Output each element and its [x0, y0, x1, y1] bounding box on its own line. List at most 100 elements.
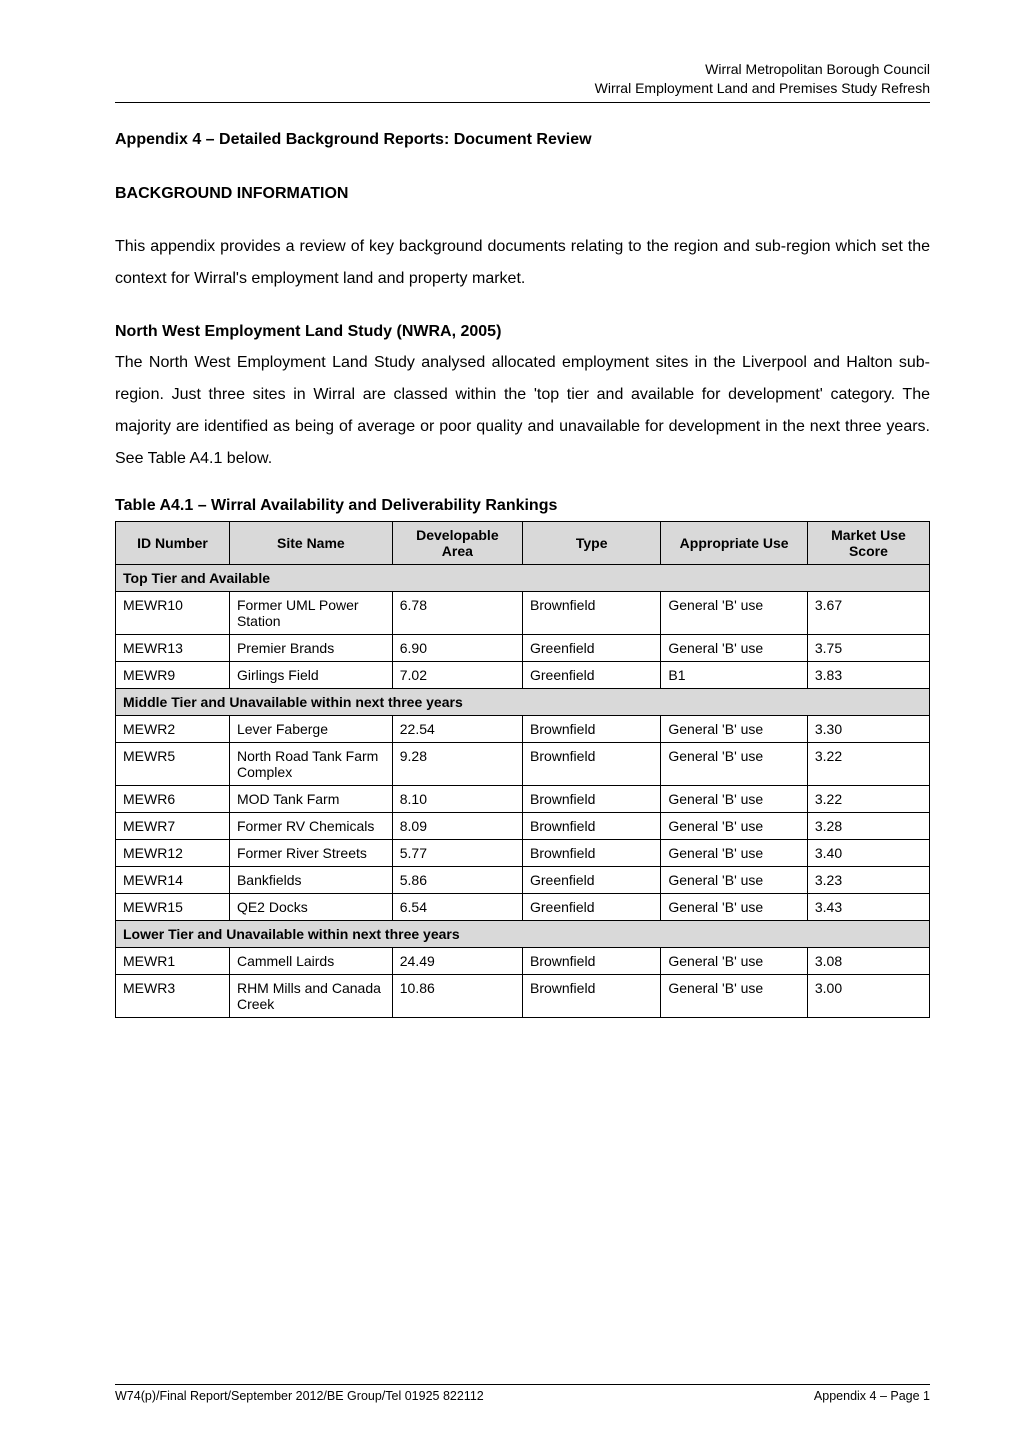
cell-type: Brownfield — [522, 947, 660, 974]
cell-mkt: 3.22 — [807, 742, 929, 785]
header-line-2: Wirral Employment Land and Premises Stud… — [115, 79, 930, 98]
cell-site: Former River Streets — [229, 839, 392, 866]
cell-site: MOD Tank Farm — [229, 785, 392, 812]
table-section-header: Top Tier and Available — [116, 564, 930, 591]
cell-type: Greenfield — [522, 866, 660, 893]
cell-dev: 9.28 — [392, 742, 522, 785]
table-caption: Table A4.1 – Wirral Availability and Del… — [115, 497, 930, 515]
cell-site: Former UML Power Station — [229, 591, 392, 634]
nw-study-paragraph: The North West Employment Land Study ana… — [115, 347, 930, 475]
page: Wirral Metropolitan Borough Council Wirr… — [0, 0, 1020, 1443]
nw-study-heading: North West Employment Land Study (NWRA, … — [115, 323, 930, 341]
footer-rule — [115, 1384, 930, 1385]
table-row: MEWR5 North Road Tank Farm Complex 9.28 … — [116, 742, 930, 785]
cell-type: Brownfield — [522, 715, 660, 742]
cell-app: B1 — [661, 661, 808, 688]
col-header-site: Site Name — [229, 521, 392, 564]
table-row: MEWR7 Former RV Chemicals 8.09 Brownfiel… — [116, 812, 930, 839]
cell-type: Brownfield — [522, 591, 660, 634]
cell-id: MEWR10 — [116, 591, 230, 634]
cell-id: MEWR3 — [116, 974, 230, 1017]
cell-id: MEWR7 — [116, 812, 230, 839]
table-body: Top Tier and Available MEWR10 Former UML… — [116, 564, 930, 1017]
footer-right: Appendix 4 – Page 1 — [814, 1389, 930, 1403]
col-header-mkt: Market Use Score — [807, 521, 929, 564]
cell-mkt: 3.40 — [807, 839, 929, 866]
cell-id: MEWR2 — [116, 715, 230, 742]
table-row: MEWR9 Girlings Field 7.02 Greenfield B1 … — [116, 661, 930, 688]
availability-table: ID Number Site Name Developable Area Typ… — [115, 521, 930, 1018]
cell-id: MEWR1 — [116, 947, 230, 974]
cell-mkt: 3.43 — [807, 893, 929, 920]
cell-site: Lever Faberge — [229, 715, 392, 742]
cell-mkt: 3.22 — [807, 785, 929, 812]
col-header-dev: Developable Area — [392, 521, 522, 564]
cell-dev: 5.86 — [392, 866, 522, 893]
cell-app: General 'B' use — [661, 591, 808, 634]
cell-app: General 'B' use — [661, 866, 808, 893]
cell-type: Brownfield — [522, 785, 660, 812]
cell-app: General 'B' use — [661, 812, 808, 839]
cell-dev: 7.02 — [392, 661, 522, 688]
cell-dev: 6.78 — [392, 591, 522, 634]
cell-site: QE2 Docks — [229, 893, 392, 920]
cell-type: Greenfield — [522, 893, 660, 920]
table-row: MEWR15 QE2 Docks 6.54 Greenfield General… — [116, 893, 930, 920]
header-rule — [115, 102, 930, 103]
intro-paragraph: This appendix provides a review of key b… — [115, 231, 930, 295]
cell-id: MEWR12 — [116, 839, 230, 866]
table-section-header: Lower Tier and Unavailable within next t… — [116, 920, 930, 947]
cell-type: Greenfield — [522, 661, 660, 688]
table-row: MEWR3 RHM Mills and Canada Creek 10.86 B… — [116, 974, 930, 1017]
cell-id: MEWR13 — [116, 634, 230, 661]
cell-site: Girlings Field — [229, 661, 392, 688]
col-header-id: ID Number — [116, 521, 230, 564]
cell-mkt: 3.75 — [807, 634, 929, 661]
cell-site: Premier Brands — [229, 634, 392, 661]
running-header: Wirral Metropolitan Borough Council Wirr… — [115, 60, 930, 98]
section-title: Middle Tier and Unavailable within next … — [116, 688, 930, 715]
cell-app: General 'B' use — [661, 947, 808, 974]
cell-site: North Road Tank Farm Complex — [229, 742, 392, 785]
cell-mkt: 3.08 — [807, 947, 929, 974]
background-heading: BACKGROUND INFORMATION — [115, 185, 930, 203]
table-row: MEWR12 Former River Streets 5.77 Brownfi… — [116, 839, 930, 866]
cell-site: Former RV Chemicals — [229, 812, 392, 839]
cell-id: MEWR6 — [116, 785, 230, 812]
cell-id: MEWR9 — [116, 661, 230, 688]
page-footer: W74(p)/Final Report/September 2012/BE Gr… — [115, 1384, 930, 1403]
table-row: MEWR13 Premier Brands 6.90 Greenfield Ge… — [116, 634, 930, 661]
cell-app: General 'B' use — [661, 893, 808, 920]
header-line-1: Wirral Metropolitan Borough Council — [115, 60, 930, 79]
cell-mkt: 3.67 — [807, 591, 929, 634]
section-title: Top Tier and Available — [116, 564, 930, 591]
table-row: MEWR6 MOD Tank Farm 8.10 Brownfield Gene… — [116, 785, 930, 812]
cell-mkt: 3.83 — [807, 661, 929, 688]
cell-dev: 10.86 — [392, 974, 522, 1017]
cell-type: Brownfield — [522, 974, 660, 1017]
cell-app: General 'B' use — [661, 785, 808, 812]
cell-dev: 8.09 — [392, 812, 522, 839]
cell-dev: 6.54 — [392, 893, 522, 920]
cell-site: Bankfields — [229, 866, 392, 893]
cell-site: RHM Mills and Canada Creek — [229, 974, 392, 1017]
cell-app: General 'B' use — [661, 715, 808, 742]
cell-mkt: 3.30 — [807, 715, 929, 742]
col-header-app: Appropriate Use — [661, 521, 808, 564]
cell-app: General 'B' use — [661, 634, 808, 661]
cell-type: Greenfield — [522, 634, 660, 661]
table-section-header: Middle Tier and Unavailable within next … — [116, 688, 930, 715]
cell-dev: 6.90 — [392, 634, 522, 661]
table-row: MEWR14 Bankfields 5.86 Greenfield Genera… — [116, 866, 930, 893]
cell-id: MEWR14 — [116, 866, 230, 893]
cell-mkt: 3.23 — [807, 866, 929, 893]
cell-dev: 22.54 — [392, 715, 522, 742]
cell-site: Cammell Lairds — [229, 947, 392, 974]
table-row: MEWR1 Cammell Lairds 24.49 Brownfield Ge… — [116, 947, 930, 974]
cell-mkt: 3.00 — [807, 974, 929, 1017]
table-row: MEWR10 Former UML Power Station 6.78 Bro… — [116, 591, 930, 634]
section-title: Lower Tier and Unavailable within next t… — [116, 920, 930, 947]
cell-mkt: 3.28 — [807, 812, 929, 839]
cell-type: Brownfield — [522, 839, 660, 866]
cell-id: MEWR15 — [116, 893, 230, 920]
